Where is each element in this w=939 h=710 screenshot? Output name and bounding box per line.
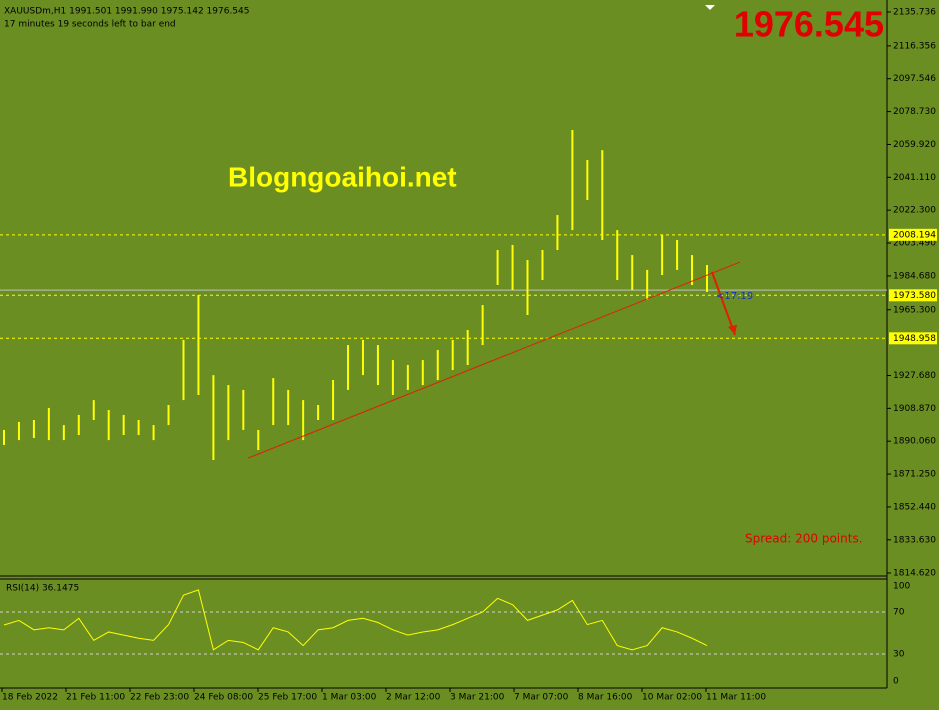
arrow xyxy=(711,271,736,336)
rsi-label: RSI(14) 36.1475 xyxy=(6,584,79,594)
level-tag xyxy=(889,332,937,345)
price-label: 2041.110 xyxy=(893,173,936,183)
level-label: 1948.958 xyxy=(893,334,936,344)
rsi-tick-label: 70 xyxy=(893,608,905,618)
shift-marker xyxy=(705,5,715,10)
rsi-tick-label: 30 xyxy=(893,650,905,660)
watermark: Blogngoaihoi.net xyxy=(228,161,457,192)
big-price: 1976.545 xyxy=(734,4,884,45)
time-label: 21 Feb 11:00 xyxy=(66,693,125,703)
trendline xyxy=(247,261,741,459)
level-label: 2008.194 xyxy=(893,230,936,240)
level-tag xyxy=(889,289,937,302)
price-label: 2097.546 xyxy=(893,74,936,84)
price-label: 1814.620 xyxy=(893,569,936,579)
price-label: 1984.680 xyxy=(893,271,936,281)
spread: Spread: 200 points. xyxy=(745,532,863,546)
timer: <17:19 xyxy=(716,291,753,302)
arrow-head xyxy=(728,324,737,335)
time-label: 3 Mar 21:00 xyxy=(450,693,505,703)
price-label: 2059.920 xyxy=(893,140,936,150)
level-label: 1973.580 xyxy=(893,291,936,301)
price-label: 1852.440 xyxy=(893,502,936,512)
rsi-tick-label: 100 xyxy=(893,582,910,592)
price-label: 1927.680 xyxy=(893,371,936,381)
price-label: 2116.356 xyxy=(893,41,936,51)
price-label: 1890.060 xyxy=(893,437,936,447)
symbol-line: XAUUSDm,H1 1991.501 1991.990 1975.142 19… xyxy=(4,7,249,17)
time-label: 11 Mar 11:00 xyxy=(706,693,766,703)
time-label: 7 Mar 07:00 xyxy=(514,693,569,703)
time-label: 10 Mar 02:00 xyxy=(642,693,702,703)
time-label: 8 Mar 16:00 xyxy=(578,693,633,703)
rsi-line xyxy=(3,589,708,651)
countdown: 17 minutes 19 seconds left to bar end xyxy=(4,20,176,30)
price-label: 1908.870 xyxy=(893,404,936,414)
price-label: 1833.630 xyxy=(893,535,936,545)
time-label: 25 Feb 17:00 xyxy=(258,693,317,703)
price-label: 2003.490 xyxy=(893,239,936,249)
price-label: 2135.736 xyxy=(893,8,936,18)
price-label: 2022.300 xyxy=(893,206,936,216)
price-label: 2078.730 xyxy=(893,107,936,117)
level-tag xyxy=(889,228,937,241)
time-label: 2 Mar 12:00 xyxy=(386,693,441,703)
time-label: 18 Feb 2022 xyxy=(2,693,58,703)
price-label: 1965.300 xyxy=(893,305,936,315)
rsi-tick-label: 0 xyxy=(893,677,899,687)
time-label: 22 Feb 23:00 xyxy=(130,693,189,703)
price-label: 1871.250 xyxy=(893,470,936,480)
time-label: 1 Mar 03:00 xyxy=(322,693,377,703)
time-label: 24 Feb 08:00 xyxy=(194,693,253,703)
